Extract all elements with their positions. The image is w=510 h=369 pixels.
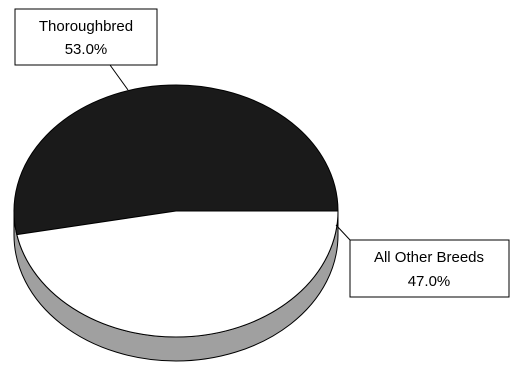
slice-thoroughbred — [13, 84, 339, 236]
slice-all-other-breeds — [16, 210, 339, 338]
slice-value-all-other-breeds: 47.0% — [408, 273, 451, 290]
label-box-thoroughbred: Thoroughbred 53.0% — [14, 8, 158, 66]
label-box-all-other-breeds: All Other Breeds 47.0% — [349, 239, 510, 298]
leader-line-all-other-breeds — [335, 224, 351, 241]
slice-label-thoroughbred: Thoroughbred — [39, 18, 133, 35]
leader-line-thoroughbred — [109, 64, 129, 91]
slice-label-all-other-breeds: All Other Breeds — [374, 249, 484, 266]
slice-value-thoroughbred: 53.0% — [65, 41, 108, 58]
